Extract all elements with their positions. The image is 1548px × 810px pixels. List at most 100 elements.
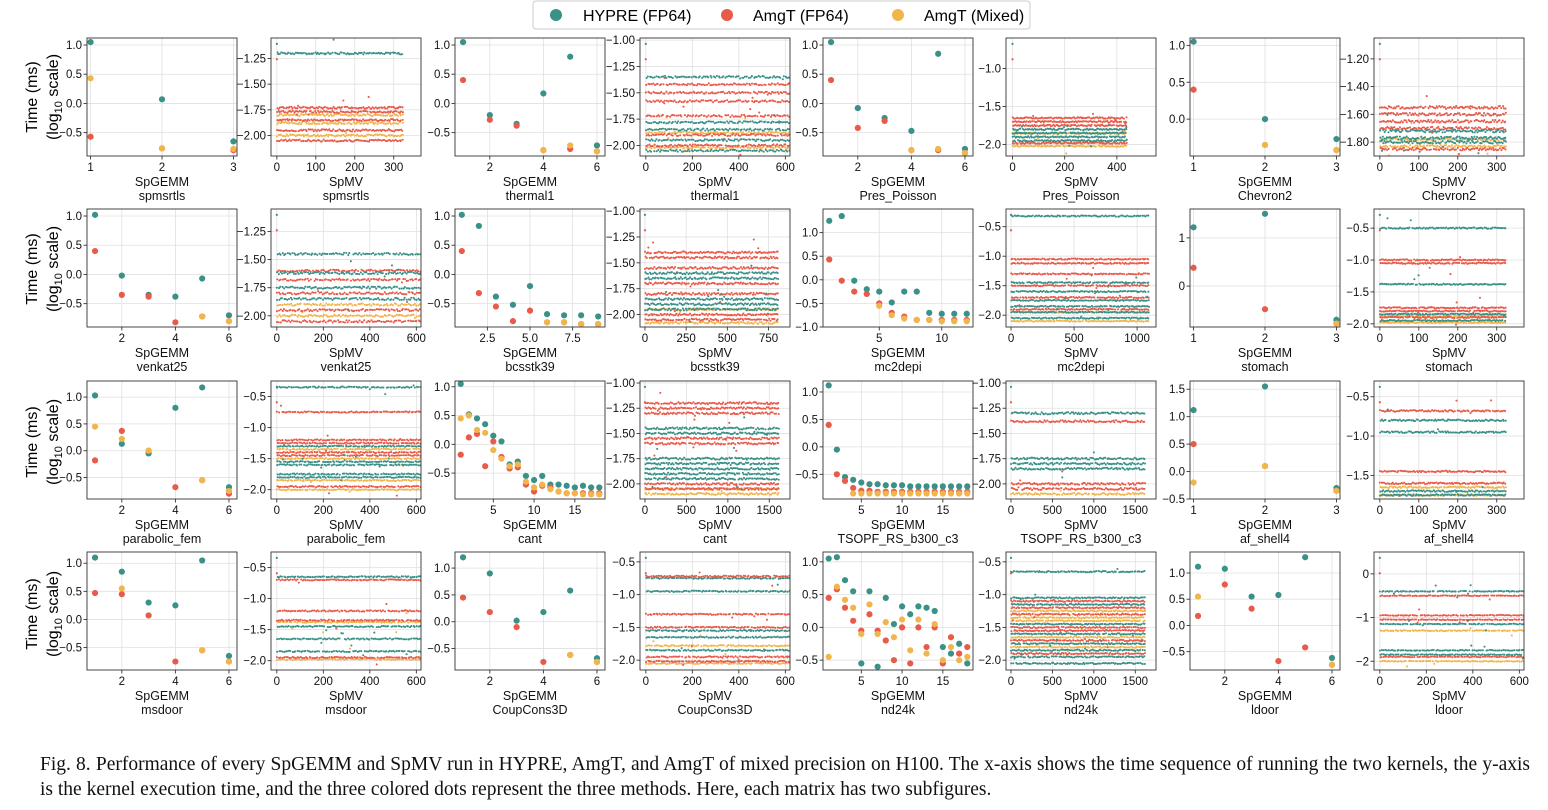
point-hypre xyxy=(370,285,373,288)
point-amgt-fp64 xyxy=(1426,126,1429,129)
point-amgt-fp64 xyxy=(398,310,401,313)
point-amgt-fp64 xyxy=(1034,142,1037,145)
point-amgt-fp64 xyxy=(333,278,336,281)
point-amgt-mixed xyxy=(764,131,767,134)
point-hypre xyxy=(280,272,284,275)
y-axis-label-line2: (log10 scale) xyxy=(45,54,65,140)
point-hypre xyxy=(340,51,343,54)
point-hypre xyxy=(1438,130,1441,133)
point-hypre xyxy=(697,128,700,131)
point-hypre xyxy=(644,129,648,132)
point-amgt-fp64 xyxy=(646,100,649,103)
point-hypre xyxy=(360,51,363,54)
point-amgt-fp64 xyxy=(747,143,751,146)
point-amgt-fp64 xyxy=(399,119,402,122)
point-amgt-fp64 xyxy=(390,106,393,109)
point-hypre xyxy=(327,51,330,54)
point-amgt-fp64 xyxy=(687,114,690,117)
point-hypre xyxy=(1056,135,1059,138)
point-amgt-fp64 xyxy=(1419,119,1422,122)
point-amgt-mixed xyxy=(792,131,794,133)
point-amgt-fp64 xyxy=(1397,128,1400,131)
point-amgt-fp64 xyxy=(660,133,663,136)
point-amgt-fp64 xyxy=(1378,58,1381,61)
point-hypre xyxy=(1072,128,1075,131)
point-hypre xyxy=(1011,42,1014,46)
point-amgt-fp64 xyxy=(1012,142,1015,145)
point-hypre xyxy=(726,75,729,78)
point-amgt-fp64 xyxy=(697,134,700,137)
point-amgt-mixed xyxy=(1450,144,1454,147)
point-amgt-fp64 xyxy=(311,128,314,131)
point-hypre xyxy=(1475,141,1478,144)
point-hypre xyxy=(738,120,742,123)
point-amgt-mixed xyxy=(650,147,653,150)
point-hypre xyxy=(736,122,739,125)
point-amgt-fp64 xyxy=(784,143,787,146)
point-amgt-fp64 xyxy=(1440,148,1443,151)
point-amgt-mixed xyxy=(346,304,349,307)
point-amgt-fp64 xyxy=(1474,126,1477,129)
point-amgt-fp64 xyxy=(670,83,673,86)
point-amgt-mixed xyxy=(306,133,309,136)
point-amgt-fp64 xyxy=(282,293,285,296)
point-hypre xyxy=(1411,128,1414,131)
point-hypre xyxy=(646,128,649,131)
point-amgt-fp64 xyxy=(1099,120,1102,123)
point-amgt-fp64 xyxy=(336,106,339,109)
point-hypre xyxy=(740,138,743,141)
point-amgt-mixed xyxy=(1435,146,1438,149)
point-amgt-mixed xyxy=(350,123,353,126)
point-amgt-mixed xyxy=(1011,144,1014,147)
point-hypre xyxy=(1395,135,1399,138)
point-amgt-mixed xyxy=(400,134,403,137)
point-amgt-fp64 xyxy=(294,107,297,110)
point-amgt-fp64 xyxy=(1501,119,1504,122)
point-amgt-fp64 xyxy=(1068,120,1072,124)
point-amgt-mixed xyxy=(370,314,373,317)
point-amgt-fp64 xyxy=(407,308,410,311)
point-amgt-fp64 xyxy=(394,138,397,142)
point-amgt-fp64 xyxy=(1090,123,1093,126)
point-amgt-fp64 xyxy=(297,292,300,295)
point-hypre xyxy=(665,129,668,132)
point-amgt-mixed xyxy=(695,146,698,149)
point-amgt-fp64 xyxy=(747,100,750,103)
point-hypre xyxy=(717,149,720,153)
point-amgt-mixed xyxy=(1461,144,1464,147)
point-amgt-fp64 xyxy=(322,138,325,141)
point-amgt-mixed xyxy=(230,145,237,153)
point-hypre xyxy=(417,253,420,256)
point-amgt-fp64 xyxy=(331,278,334,281)
point-hypre xyxy=(309,272,312,275)
point-hypre xyxy=(1107,123,1110,126)
point-amgt-fp64 xyxy=(1415,128,1418,131)
point-hypre xyxy=(649,75,653,79)
point-amgt-mixed xyxy=(772,131,776,134)
point-hypre xyxy=(720,121,724,124)
point-amgt-fp64 xyxy=(759,144,762,147)
point-amgt-fp64 xyxy=(739,92,742,95)
point-amgt-fp64 xyxy=(764,134,767,137)
point-amgt-fp64 xyxy=(1441,105,1444,108)
point-amgt-fp64 xyxy=(1411,119,1414,122)
point-amgt-mixed xyxy=(1448,144,1451,147)
point-amgt-mixed xyxy=(379,114,383,117)
point-amgt-mixed xyxy=(775,131,778,134)
point-hypre xyxy=(289,253,292,256)
point-amgt-fp64 xyxy=(734,144,737,147)
point-amgt-fp64 xyxy=(751,144,754,148)
point-amgt-mixed xyxy=(391,304,394,307)
point-amgt-mixed xyxy=(363,314,366,317)
point-amgt-mixed xyxy=(401,314,404,317)
point-amgt-fp64 xyxy=(1484,114,1487,117)
point-hypre xyxy=(1103,132,1106,135)
point-amgt-fp64 xyxy=(661,100,664,104)
point-hypre xyxy=(766,150,769,153)
point-hypre xyxy=(724,150,727,153)
point-hypre xyxy=(459,38,467,46)
point-amgt-fp64 xyxy=(1446,148,1449,151)
point-amgt-fp64 xyxy=(711,134,714,137)
point-amgt-fp64 xyxy=(737,134,740,137)
x-tick-label: 4 xyxy=(172,333,179,345)
